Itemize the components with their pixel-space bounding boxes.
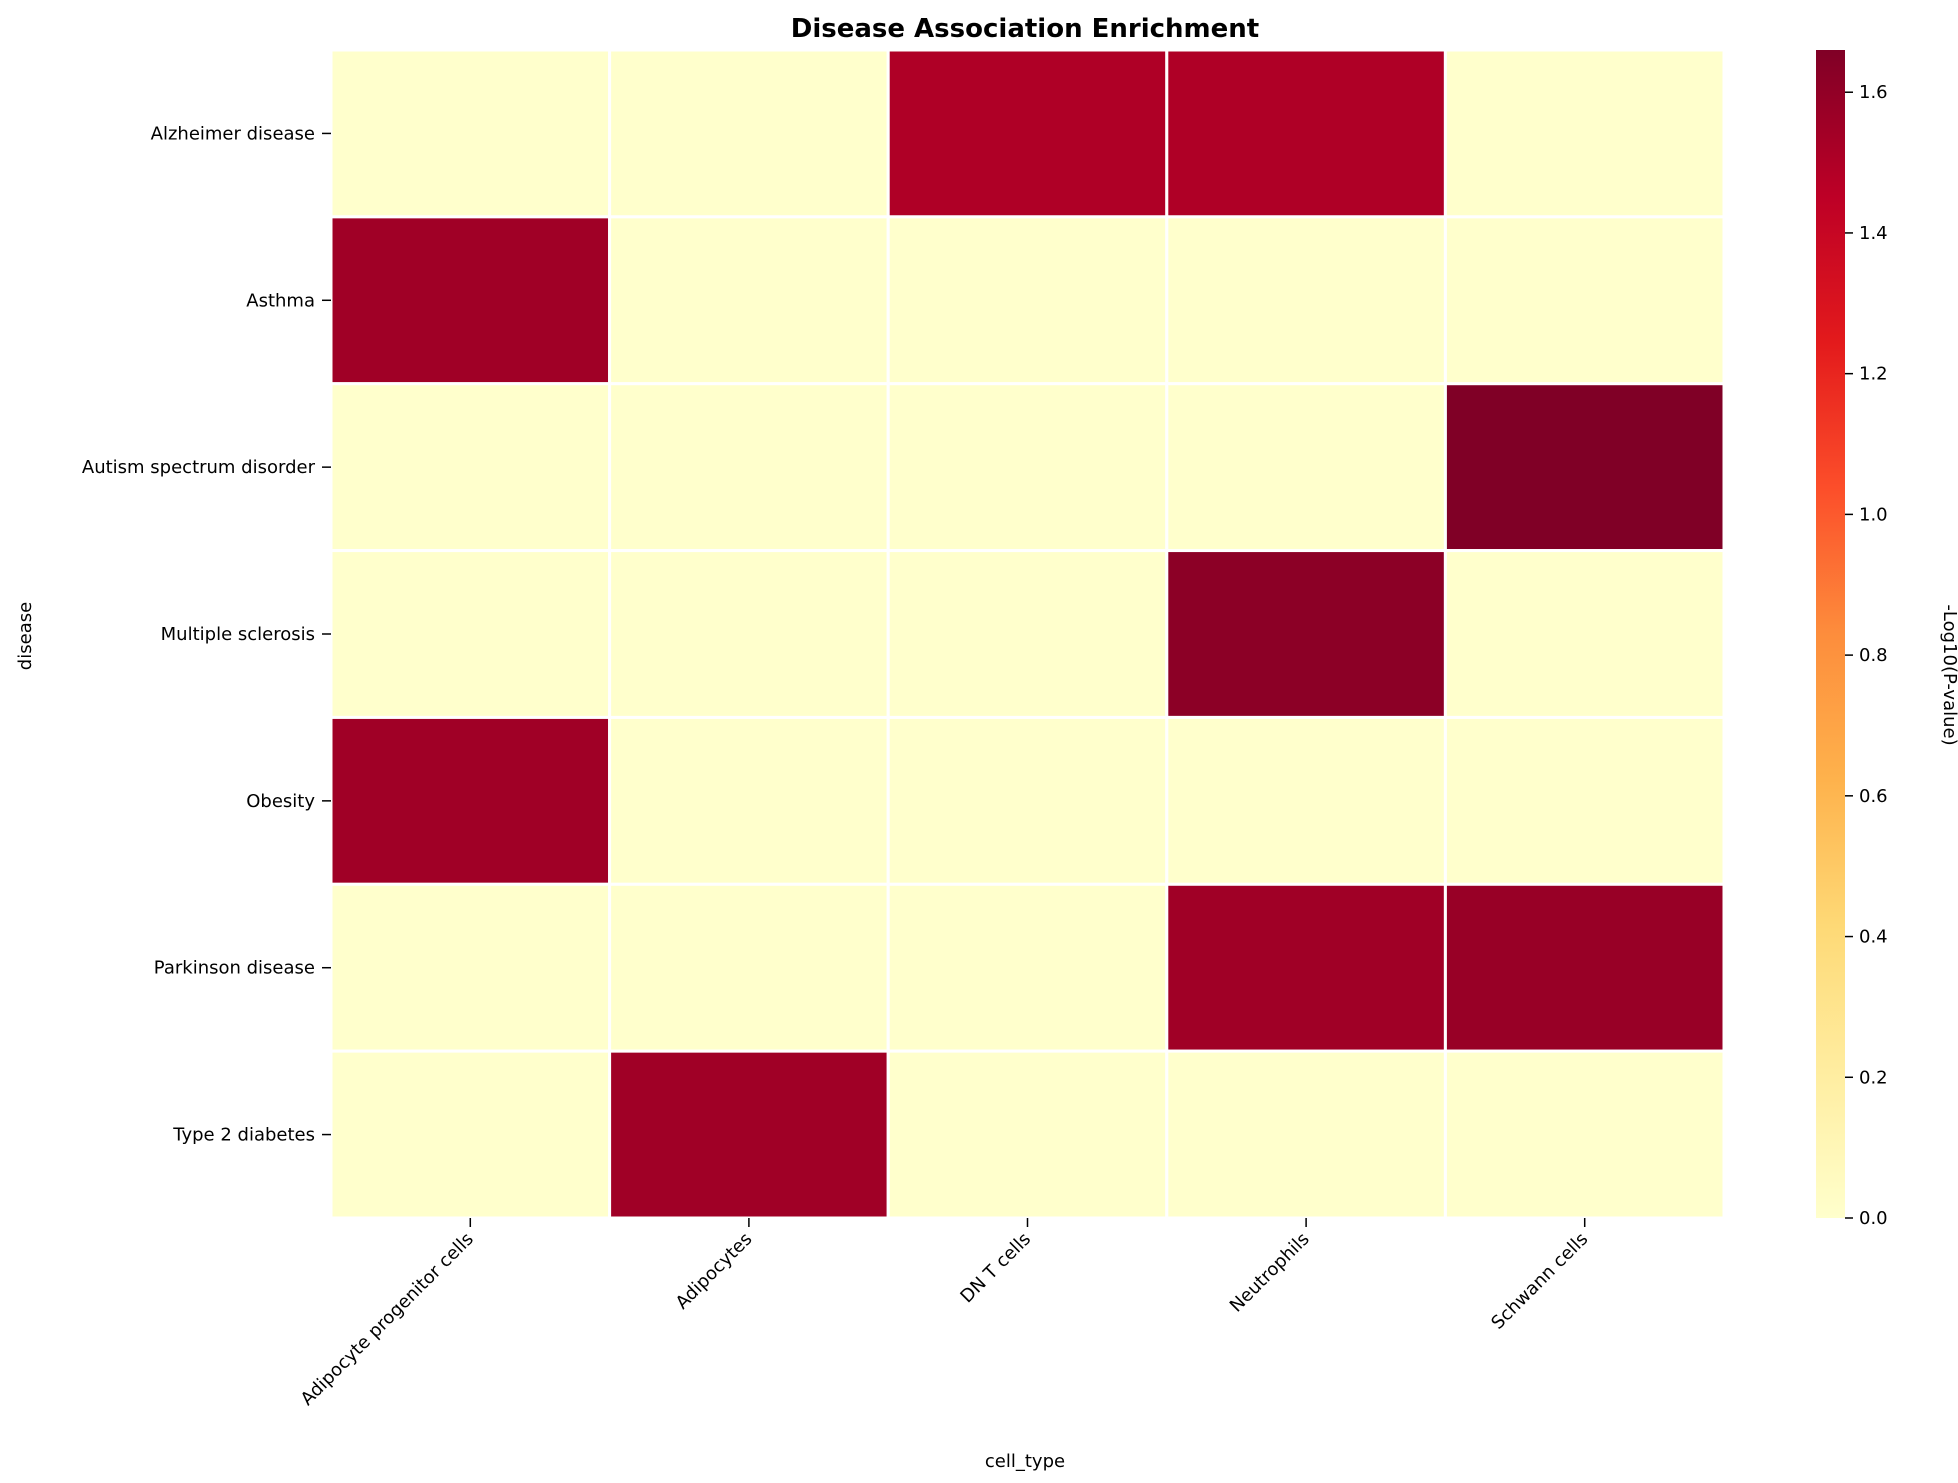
heatmap-cell bbox=[1443, 882, 1726, 1053]
heatmap-cell bbox=[886, 715, 1169, 886]
heatmap-cell bbox=[608, 882, 890, 1053]
heatmap-cell bbox=[329, 549, 612, 719]
x-tick-label: DN T cells bbox=[956, 1229, 1035, 1308]
x-tick-label: Adipocytes bbox=[672, 1229, 757, 1314]
x-axis-ticks: Adipocyte progenitor cells Adipocytes DN T… bbox=[297, 1218, 1592, 1410]
colorbar-tick-label: 0.0 bbox=[1859, 1208, 1888, 1229]
x-tick-label: Schwann cells bbox=[1487, 1229, 1592, 1334]
heatmap-cell bbox=[1443, 215, 1726, 386]
heatmap-cell bbox=[608, 48, 890, 219]
x-tick-label: Adipocyte progenitor cells bbox=[297, 1229, 478, 1410]
heatmap-cell bbox=[886, 48, 1169, 219]
y-tick-label: Type 2 diabetes bbox=[172, 1125, 315, 1146]
heatmap-cells bbox=[329, 48, 1726, 1220]
heatmap-cell bbox=[886, 882, 1169, 1053]
heatmap-cell bbox=[329, 882, 612, 1053]
heatmap-cell bbox=[1165, 1049, 1447, 1220]
colorbar-tick-label: 1.2 bbox=[1859, 364, 1888, 385]
y-tick-label: Asthma bbox=[246, 290, 315, 311]
heatmap-cell bbox=[608, 549, 890, 719]
heatmap-cell bbox=[886, 215, 1169, 386]
heatmap-cell bbox=[1165, 48, 1447, 219]
heatmap-cell bbox=[1443, 549, 1726, 719]
colorbar-ticks: 0.0 0.2 0.4 0.6 0.8 1.0 1.2 1.4 1.6 bbox=[1845, 82, 1888, 1229]
heatmap-cell bbox=[608, 215, 890, 386]
colorbar-gradient bbox=[1816, 50, 1845, 1218]
y-tick-label: Alzheimer disease bbox=[151, 123, 315, 144]
x-axis-label: cell_type bbox=[985, 1451, 1065, 1472]
heatmap-cell bbox=[608, 382, 890, 553]
heatmap-cell bbox=[608, 715, 890, 886]
heatmap-cell bbox=[886, 1049, 1169, 1220]
y-tick-label: Parkinson disease bbox=[154, 958, 315, 979]
colorbar-tick-label: 1.0 bbox=[1859, 504, 1888, 525]
heatmap-cell bbox=[1165, 715, 1447, 886]
colorbar-tick-label: 0.8 bbox=[1859, 645, 1888, 666]
y-tick-label: Multiple sclerosis bbox=[161, 624, 315, 645]
y-axis-ticks: Alzheimer disease Asthma Autism spectrum d… bbox=[82, 123, 331, 1146]
colorbar-tick-label: 0.2 bbox=[1859, 1067, 1888, 1088]
heatmap-cell bbox=[1443, 382, 1726, 553]
heatmap-cell bbox=[329, 48, 612, 219]
heatmap-cell bbox=[329, 215, 612, 386]
colorbar-tick-label: 1.6 bbox=[1859, 82, 1888, 103]
heatmap-cell bbox=[608, 1049, 890, 1220]
heatmap-cell bbox=[1165, 382, 1447, 553]
heatmap-cell bbox=[886, 382, 1169, 553]
colorbar-tick-label: 1.4 bbox=[1859, 223, 1888, 244]
colorbar-tick-label: 0.4 bbox=[1859, 927, 1888, 948]
y-tick-label: Autism spectrum disorder bbox=[82, 457, 316, 478]
heatmap-cell bbox=[329, 715, 612, 886]
heatmap-cell bbox=[1165, 549, 1447, 719]
y-tick-label: Obesity bbox=[246, 791, 315, 812]
x-tick-label: Neutrophils bbox=[1226, 1229, 1314, 1317]
heatmap-cell bbox=[1443, 48, 1726, 219]
colorbar: 0.0 0.2 0.4 0.6 0.8 1.0 1.2 1.4 1.6 -Log10(P-val… bbox=[1816, 50, 1958, 1229]
heatmap-cell bbox=[1165, 215, 1447, 386]
heatmap-cell bbox=[1165, 882, 1447, 1053]
heatmap-cell bbox=[1443, 715, 1726, 886]
colorbar-label: -Log10(P-value) bbox=[1939, 604, 1958, 745]
y-axis-label: disease bbox=[15, 602, 36, 670]
heatmap-cell bbox=[1443, 1049, 1726, 1220]
heatmap-cell bbox=[886, 549, 1169, 719]
chart-title: Disease Association Enrichment bbox=[791, 14, 1259, 44]
heatmap-cell bbox=[329, 1049, 612, 1220]
colorbar-tick-label: 0.6 bbox=[1859, 786, 1888, 807]
heatmap-cell bbox=[329, 382, 612, 553]
